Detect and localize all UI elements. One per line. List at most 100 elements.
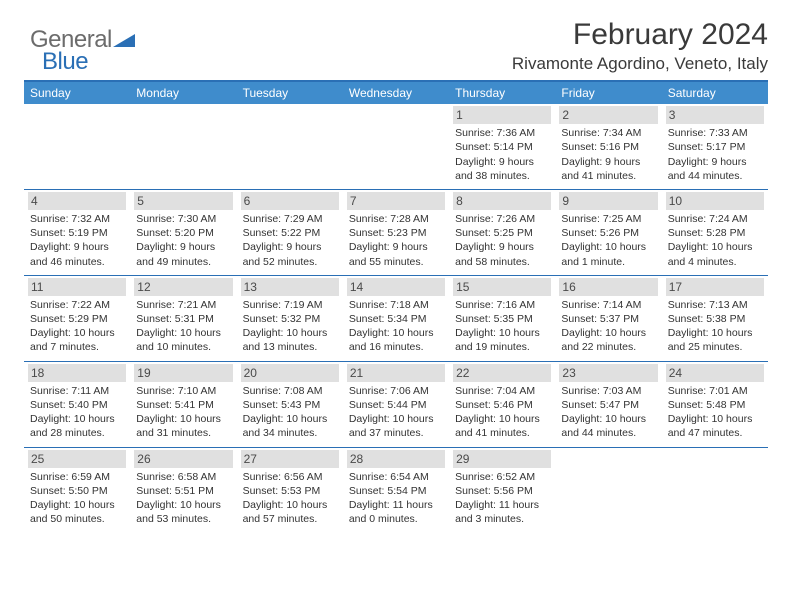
day-number: 13 bbox=[241, 278, 339, 296]
sunrise-text: Sunrise: 7:13 AM bbox=[668, 298, 762, 312]
sunset-text: Sunset: 5:40 PM bbox=[30, 398, 124, 412]
day-details: Sunrise: 7:08 AMSunset: 5:43 PMDaylight:… bbox=[241, 384, 339, 441]
sunrise-text: Sunrise: 7:28 AM bbox=[349, 212, 443, 226]
day-number: 2 bbox=[559, 106, 657, 124]
day-details: Sunrise: 7:25 AMSunset: 5:26 PMDaylight:… bbox=[559, 212, 657, 269]
sunrise-text: Sunrise: 7:16 AM bbox=[455, 298, 549, 312]
weekday-header: Sunday bbox=[24, 82, 130, 104]
sunrise-text: Sunrise: 7:26 AM bbox=[455, 212, 549, 226]
daylight-text: Daylight: 9 hours and 44 minutes. bbox=[668, 155, 762, 183]
page-title: February 2024 bbox=[24, 18, 768, 52]
day-details: Sunrise: 7:18 AMSunset: 5:34 PMDaylight:… bbox=[347, 298, 445, 355]
day-number: 19 bbox=[134, 364, 232, 382]
day-details: Sunrise: 6:56 AMSunset: 5:53 PMDaylight:… bbox=[241, 470, 339, 527]
sunrise-text: Sunrise: 7:10 AM bbox=[136, 384, 230, 398]
day-details: Sunrise: 7:06 AMSunset: 5:44 PMDaylight:… bbox=[347, 384, 445, 441]
daylight-text: Daylight: 11 hours and 0 minutes. bbox=[349, 498, 443, 526]
calendar-cell: 29Sunrise: 6:52 AMSunset: 5:56 PMDayligh… bbox=[449, 447, 555, 532]
sunset-text: Sunset: 5:16 PM bbox=[561, 140, 655, 154]
calendar-table: Sunday Monday Tuesday Wednesday Thursday… bbox=[24, 82, 768, 532]
day-details: Sunrise: 7:33 AMSunset: 5:17 PMDaylight:… bbox=[666, 126, 764, 183]
sunrise-text: Sunrise: 7:03 AM bbox=[561, 384, 655, 398]
day-number: 12 bbox=[134, 278, 232, 296]
daylight-text: Daylight: 9 hours and 38 minutes. bbox=[455, 155, 549, 183]
calendar-cell: 19 Sunrise: 7:10 AMSunset: 5:41 PMDayligh… bbox=[130, 361, 236, 447]
calendar-row: 1Sunrise: 7:36 AMSunset: 5:14 PMDaylight… bbox=[24, 104, 768, 189]
day-number: 8 bbox=[453, 192, 551, 210]
sunrise-text: Sunrise: 7:01 AM bbox=[668, 384, 762, 398]
day-details: Sunrise: 7:19 AMSunset: 5:32 PMDaylight:… bbox=[241, 298, 339, 355]
calendar-cell: 18Sunrise: 7:11 AMSunset: 5:40 PMDayligh… bbox=[24, 361, 130, 447]
calendar-cell: 24Sunrise: 7:01 AMSunset: 5:48 PMDayligh… bbox=[662, 361, 768, 447]
day-number: 20 bbox=[241, 364, 339, 382]
daylight-text: Daylight: 9 hours and 55 minutes. bbox=[349, 240, 443, 268]
weekday-header: Friday bbox=[555, 82, 661, 104]
weekday-header-row: Sunday Monday Tuesday Wednesday Thursday… bbox=[24, 82, 768, 104]
daylight-text: Daylight: 11 hours and 3 minutes. bbox=[455, 498, 549, 526]
day-number: 9 bbox=[559, 192, 657, 210]
calendar-cell bbox=[555, 447, 661, 532]
day-details: Sunrise: 7:16 AMSunset: 5:35 PMDaylight:… bbox=[453, 298, 551, 355]
day-number: 14 bbox=[347, 278, 445, 296]
calendar-cell: 11Sunrise: 7:22 AMSunset: 5:29 PMDayligh… bbox=[24, 275, 130, 361]
sunrise-text: Sunrise: 7:18 AM bbox=[349, 298, 443, 312]
sunset-text: Sunset: 5:43 PM bbox=[243, 398, 337, 412]
daylight-text: Daylight: 10 hours and 16 minutes. bbox=[349, 326, 443, 354]
calendar-cell: 5Sunrise: 7:30 AMSunset: 5:20 PMDaylight… bbox=[130, 189, 236, 275]
day-details: Sunrise: 7:13 AMSunset: 5:38 PMDaylight:… bbox=[666, 298, 764, 355]
sunrise-text: Sunrise: 6:52 AM bbox=[455, 470, 549, 484]
day-number: 29 bbox=[453, 450, 551, 468]
sunset-text: Sunset: 5:26 PM bbox=[561, 226, 655, 240]
header: February 2024 Rivamonte Agordino, Veneto… bbox=[24, 18, 768, 74]
calendar-cell bbox=[343, 104, 449, 189]
sunrise-text: Sunrise: 7:22 AM bbox=[30, 298, 124, 312]
calendar-cell: 3Sunrise: 7:33 AMSunset: 5:17 PMDaylight… bbox=[662, 104, 768, 189]
daylight-text: Daylight: 10 hours and 41 minutes. bbox=[455, 412, 549, 440]
calendar-row: 25Sunrise: 6:59 AMSunset: 5:50 PMDayligh… bbox=[24, 447, 768, 532]
sunset-text: Sunset: 5:53 PM bbox=[243, 484, 337, 498]
calendar-cell: 20 Sunrise: 7:08 AMSunset: 5:43 PMDayligh… bbox=[237, 361, 343, 447]
sunset-text: Sunset: 5:28 PM bbox=[668, 226, 762, 240]
calendar-cell: 10Sunrise: 7:24 AMSunset: 5:28 PMDayligh… bbox=[662, 189, 768, 275]
sunrise-text: Sunrise: 7:34 AM bbox=[561, 126, 655, 140]
daylight-text: Daylight: 10 hours and 25 minutes. bbox=[668, 326, 762, 354]
sunset-text: Sunset: 5:29 PM bbox=[30, 312, 124, 326]
sunset-text: Sunset: 5:25 PM bbox=[455, 226, 549, 240]
calendar-cell: 12Sunrise: 7:21 AMSunset: 5:31 PMDayligh… bbox=[130, 275, 236, 361]
sunrise-text: Sunrise: 7:21 AM bbox=[136, 298, 230, 312]
sunset-text: Sunset: 5:54 PM bbox=[349, 484, 443, 498]
sunrise-text: Sunrise: 7:24 AM bbox=[668, 212, 762, 226]
day-details: Sunrise: 7:10 AMSunset: 5:41 PMDaylight:… bbox=[134, 384, 232, 441]
calendar-row: 11Sunrise: 7:22 AMSunset: 5:29 PMDayligh… bbox=[24, 275, 768, 361]
weekday-header: Saturday bbox=[662, 82, 768, 104]
daylight-text: Daylight: 10 hours and 1 minute. bbox=[561, 240, 655, 268]
day-details: Sunrise: 7:14 AMSunset: 5:37 PMDaylight:… bbox=[559, 298, 657, 355]
calendar-cell: 27Sunrise: 6:56 AMSunset: 5:53 PMDayligh… bbox=[237, 447, 343, 532]
calendar-cell bbox=[662, 447, 768, 532]
sunrise-text: Sunrise: 7:06 AM bbox=[349, 384, 443, 398]
sunset-text: Sunset: 5:46 PM bbox=[455, 398, 549, 412]
daylight-text: Daylight: 10 hours and 53 minutes. bbox=[136, 498, 230, 526]
daylight-text: Daylight: 10 hours and 19 minutes. bbox=[455, 326, 549, 354]
calendar-cell: 4Sunrise: 7:32 AMSunset: 5:19 PMDaylight… bbox=[24, 189, 130, 275]
daylight-text: Daylight: 10 hours and 57 minutes. bbox=[243, 498, 337, 526]
day-number: 4 bbox=[28, 192, 126, 210]
sunset-text: Sunset: 5:34 PM bbox=[349, 312, 443, 326]
sunset-text: Sunset: 5:47 PM bbox=[561, 398, 655, 412]
sunrise-text: Sunrise: 7:32 AM bbox=[30, 212, 124, 226]
day-number: 7 bbox=[347, 192, 445, 210]
sunset-text: Sunset: 5:31 PM bbox=[136, 312, 230, 326]
day-details: Sunrise: 7:36 AMSunset: 5:14 PMDaylight:… bbox=[453, 126, 551, 183]
sunrise-text: Sunrise: 6:56 AM bbox=[243, 470, 337, 484]
calendar-row: 18Sunrise: 7:11 AMSunset: 5:40 PMDayligh… bbox=[24, 361, 768, 447]
day-details: Sunrise: 6:59 AMSunset: 5:50 PMDaylight:… bbox=[28, 470, 126, 527]
sunrise-text: Sunrise: 7:30 AM bbox=[136, 212, 230, 226]
day-details: Sunrise: 7:22 AMSunset: 5:29 PMDaylight:… bbox=[28, 298, 126, 355]
day-number: 18 bbox=[28, 364, 126, 382]
sunrise-text: Sunrise: 7:33 AM bbox=[668, 126, 762, 140]
daylight-text: Daylight: 10 hours and 4 minutes. bbox=[668, 240, 762, 268]
daylight-text: Daylight: 9 hours and 49 minutes. bbox=[136, 240, 230, 268]
sunset-text: Sunset: 5:22 PM bbox=[243, 226, 337, 240]
day-number: 22 bbox=[453, 364, 551, 382]
sunrise-text: Sunrise: 7:14 AM bbox=[561, 298, 655, 312]
